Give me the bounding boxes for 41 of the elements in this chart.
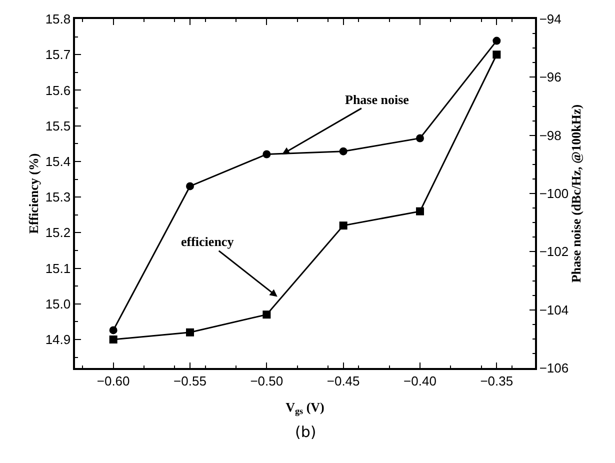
point — [109, 336, 118, 344]
y-tick-label: 15.8 — [45, 12, 71, 27]
point — [262, 150, 271, 158]
point — [416, 134, 424, 142]
point — [186, 328, 194, 336]
point — [492, 50, 501, 59]
y2-tick-label: −94 — [539, 12, 562, 27]
y-tick-label: 15.7 — [45, 47, 71, 62]
point — [186, 182, 194, 190]
point — [339, 222, 348, 230]
point — [109, 326, 118, 334]
x-tick-label: −0.55 — [174, 373, 206, 388]
annotation: efficiency — [181, 234, 234, 249]
x-tick-label: −0.45 — [326, 373, 360, 388]
y-tick-label: 15.5 — [45, 118, 71, 134]
point — [416, 207, 424, 216]
x-tick-label: −0.50 — [250, 373, 284, 388]
x-axis-title: V$_{gs}$ (V) — [286, 399, 324, 416]
point — [339, 147, 348, 156]
x-tick-label: −0.40 — [404, 373, 436, 388]
point — [492, 36, 501, 45]
y2-tick-label: −102 — [539, 244, 569, 260]
y2-axis-title: Phase noise (dBc/Hz, @100kHz) — [568, 104, 584, 283]
y-tick-label: 15.2 — [45, 225, 71, 240]
x-tick-label: −0.60 — [96, 373, 130, 388]
point — [262, 310, 271, 319]
y2-tick-label: −100 — [539, 186, 569, 202]
y-tick-label: 15.4 — [45, 154, 71, 169]
y-tick-label: 14.9 — [45, 332, 71, 348]
y-axis-title: Efficiency (%) — [26, 153, 41, 234]
y-tick-label: 15.3 — [45, 190, 71, 205]
text: (b) — [295, 423, 316, 441]
y-tick-label: 15.0 — [45, 296, 71, 312]
y2-tick-label: −96 — [539, 70, 562, 85]
y-tick-label: 15.6 — [45, 82, 71, 98]
annotation: Phase noise — [345, 92, 410, 107]
y2-tick-label: −106 — [539, 360, 569, 376]
y-tick-label: 15.1 — [45, 260, 71, 276]
x-tick-label: −0.35 — [480, 373, 514, 388]
y2-tick-label: −104 — [539, 302, 569, 318]
y2-tick-label: −98 — [539, 128, 562, 143]
